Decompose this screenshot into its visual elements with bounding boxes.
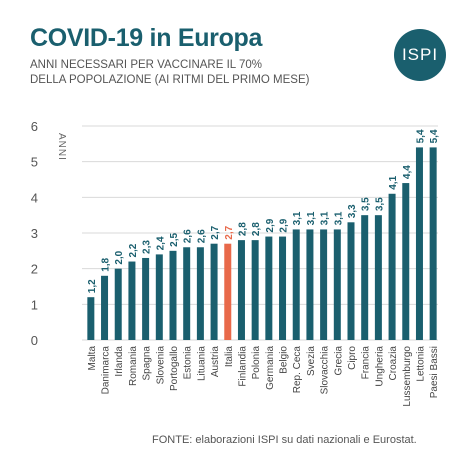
category-label: Italia bbox=[224, 346, 235, 368]
bar bbox=[128, 261, 136, 340]
y-tick-label: 6 bbox=[31, 119, 38, 134]
bar-value-label: 3,1 bbox=[292, 211, 303, 225]
category-label: Svezia bbox=[306, 346, 317, 376]
bar-value-label: 2,6 bbox=[196, 229, 207, 243]
y-tick-label: 1 bbox=[31, 297, 38, 312]
bar bbox=[402, 183, 410, 340]
bar bbox=[415, 147, 423, 340]
category-label: Lettonia bbox=[415, 346, 426, 382]
bar bbox=[196, 247, 204, 340]
ispi-logo: ISPI bbox=[394, 29, 446, 81]
y-tick-label: 5 bbox=[31, 155, 38, 170]
category-label: Rep. Ceca bbox=[292, 346, 303, 394]
chart-subtitle: ANNI NECESSARI PER VACCINARE IL 70% DELL… bbox=[30, 58, 309, 88]
bar-value-label: 3,1 bbox=[306, 211, 317, 225]
category-label: Cipro bbox=[347, 346, 358, 370]
bar bbox=[347, 222, 355, 340]
category-label: Austria bbox=[210, 346, 221, 378]
bar-value-label: 3,1 bbox=[333, 211, 344, 225]
bar bbox=[429, 147, 437, 340]
category-label: Slovacchia bbox=[320, 346, 331, 395]
chart-title: COVID-19 in Europa bbox=[30, 24, 263, 52]
category-label: Portogallo bbox=[169, 346, 180, 391]
y-tick-label: 2 bbox=[31, 262, 38, 277]
category-label: Romania bbox=[128, 346, 139, 386]
bar-value-label: 4,4 bbox=[402, 165, 413, 179]
category-label: Francia bbox=[361, 346, 372, 380]
bar-value-label: 2,2 bbox=[128, 243, 139, 257]
category-label: Grecia bbox=[333, 346, 344, 376]
bar bbox=[169, 250, 177, 340]
category-label: Germania bbox=[265, 346, 276, 390]
category-label: Finlandia bbox=[237, 346, 248, 387]
bar bbox=[265, 236, 273, 340]
bar-value-label: 2,9 bbox=[279, 218, 290, 232]
bar bbox=[237, 240, 245, 340]
bar bbox=[101, 275, 109, 340]
bar-value-label: 3,5 bbox=[361, 197, 372, 211]
subtitle-line-2: DELLA POPOLAZIONE (AI RITMI DEL PRIMO ME… bbox=[30, 74, 310, 86]
bar-value-label: 5,4 bbox=[429, 129, 440, 143]
y-tick-label: 4 bbox=[31, 190, 38, 205]
bar-value-label: 2,6 bbox=[183, 229, 194, 243]
bar bbox=[333, 229, 341, 340]
category-label: Lituania bbox=[196, 346, 207, 381]
category-label: Ungheria bbox=[374, 346, 385, 387]
bar-value-label: 2,4 bbox=[155, 236, 166, 250]
y-tick-label: 0 bbox=[31, 333, 38, 348]
bar bbox=[155, 254, 163, 340]
bar bbox=[361, 215, 369, 340]
bar bbox=[114, 268, 122, 340]
bar-value-label: 2,7 bbox=[224, 225, 235, 239]
bar bbox=[210, 243, 218, 340]
category-label: Slovenia bbox=[155, 346, 166, 385]
logo-text: ISPI bbox=[401, 45, 439, 64]
bar-value-label: 3,5 bbox=[374, 197, 385, 211]
bar-value-label: 1,8 bbox=[101, 257, 112, 271]
bar bbox=[251, 240, 259, 340]
category-label: Irlanda bbox=[114, 346, 125, 377]
category-label: Spagna bbox=[142, 346, 153, 381]
y-tick-label: 3 bbox=[31, 226, 38, 241]
bar bbox=[306, 229, 314, 340]
category-label: Estonia bbox=[183, 346, 194, 380]
bar bbox=[279, 236, 287, 340]
bar bbox=[374, 215, 382, 340]
bar bbox=[388, 193, 396, 340]
bar bbox=[320, 229, 328, 340]
category-label: Paesi Bassi bbox=[429, 346, 440, 398]
category-label: Polonia bbox=[251, 346, 262, 380]
bar-value-label: 2,8 bbox=[251, 222, 262, 236]
y-axis-label: ANNI bbox=[56, 133, 67, 161]
bar bbox=[142, 257, 150, 340]
bar-value-label: 4,1 bbox=[388, 175, 399, 189]
bar-value-label: 3,1 bbox=[320, 211, 331, 225]
bar-value-label: 3,3 bbox=[347, 204, 358, 218]
category-label: Danimarca bbox=[101, 346, 112, 395]
bar bbox=[87, 297, 95, 340]
category-label: Belgio bbox=[279, 346, 290, 374]
bar-value-label: 2,9 bbox=[265, 218, 276, 232]
bar-value-label: 2,0 bbox=[114, 250, 125, 264]
subtitle-line-1: ANNI NECESSARI PER VACCINARE IL 70% bbox=[30, 59, 262, 71]
bar-value-label: 5,4 bbox=[415, 129, 426, 143]
category-label: Croazia bbox=[388, 346, 399, 381]
category-label: Lussemburgo bbox=[402, 346, 413, 407]
bar bbox=[224, 243, 232, 340]
bar-value-label: 2,7 bbox=[210, 225, 221, 239]
bar bbox=[292, 229, 300, 340]
category-label: Malta bbox=[87, 346, 98, 371]
source-note: FONTE: elaborazioni ISPI su dati naziona… bbox=[152, 434, 417, 446]
bar-value-label: 2,8 bbox=[237, 222, 248, 236]
bar-value-label: 2,3 bbox=[142, 240, 153, 254]
bar-value-label: 2,5 bbox=[169, 232, 180, 246]
bar-value-label: 1,2 bbox=[87, 279, 98, 293]
bar bbox=[183, 247, 191, 340]
